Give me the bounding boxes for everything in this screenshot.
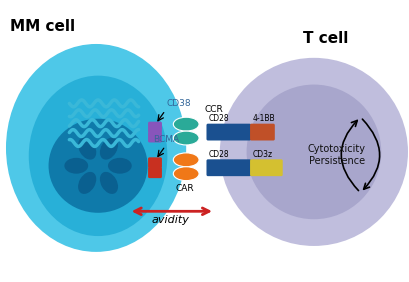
FancyBboxPatch shape (148, 122, 162, 133)
FancyBboxPatch shape (249, 124, 274, 140)
Circle shape (246, 85, 380, 219)
FancyBboxPatch shape (148, 157, 162, 168)
Ellipse shape (64, 158, 88, 174)
Text: T cell: T cell (302, 31, 348, 46)
Ellipse shape (100, 172, 118, 194)
Ellipse shape (173, 167, 199, 180)
Ellipse shape (173, 131, 199, 145)
Ellipse shape (173, 153, 199, 167)
Text: CCR: CCR (204, 105, 223, 114)
FancyBboxPatch shape (148, 132, 162, 142)
FancyBboxPatch shape (148, 167, 162, 178)
Text: CAR: CAR (175, 184, 194, 193)
Text: 4-1BB: 4-1BB (252, 114, 274, 123)
Text: CD3z: CD3z (252, 150, 272, 159)
Text: avidity: avidity (151, 215, 189, 225)
FancyBboxPatch shape (206, 124, 250, 140)
Text: CD28: CD28 (209, 150, 229, 159)
Ellipse shape (6, 44, 186, 252)
FancyBboxPatch shape (249, 159, 282, 176)
Text: MM cell: MM cell (10, 19, 75, 34)
Text: Cytotoxicity
Persistence: Cytotoxicity Persistence (307, 144, 365, 166)
Ellipse shape (108, 158, 131, 174)
Text: CD28: CD28 (209, 114, 229, 123)
Ellipse shape (100, 138, 118, 160)
Circle shape (219, 58, 407, 246)
Ellipse shape (173, 117, 199, 131)
Text: BCMA: BCMA (153, 135, 179, 144)
Ellipse shape (48, 119, 147, 213)
Text: CD38: CD38 (166, 99, 191, 108)
FancyBboxPatch shape (206, 159, 250, 176)
Ellipse shape (29, 76, 167, 236)
Ellipse shape (78, 172, 96, 194)
Ellipse shape (78, 138, 96, 160)
